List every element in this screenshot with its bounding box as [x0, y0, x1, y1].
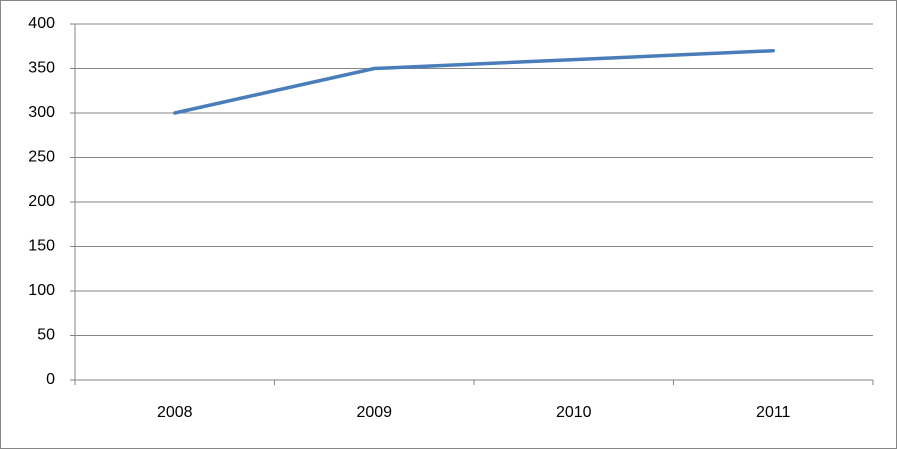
x-tick-label: 2009 — [356, 404, 392, 421]
x-tick-label: 2008 — [157, 404, 193, 421]
x-tick-label: 2011 — [756, 404, 791, 421]
y-tick-label: 150 — [28, 238, 55, 255]
y-tick-label: 400 — [28, 15, 55, 32]
x-tick-label: 2010 — [556, 404, 592, 421]
y-tick-label: 350 — [28, 60, 55, 77]
y-tick-label: 200 — [28, 193, 55, 210]
y-tick-label: 250 — [28, 149, 55, 166]
y-tick-label: 50 — [37, 327, 55, 344]
y-tick-label: 0 — [46, 371, 55, 388]
y-tick-label: 100 — [28, 282, 55, 299]
y-tick-label: 300 — [28, 104, 55, 121]
line-series — [173, 48, 775, 115]
